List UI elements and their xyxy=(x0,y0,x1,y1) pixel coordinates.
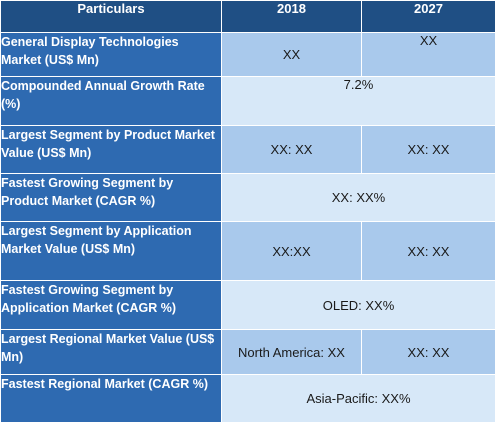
value-2018: XX:XX xyxy=(221,221,362,282)
value-merged: OLED: XX% xyxy=(221,280,495,331)
value-2027: XX: XX xyxy=(361,221,495,282)
value-2027: XX: XX xyxy=(361,125,495,175)
value-2018: XX xyxy=(221,31,362,78)
header-year-2018: 2018 xyxy=(221,0,362,33)
value-merged: Asia-Pacific: XX% xyxy=(221,374,495,423)
row-label: Largest Segment by Product Market Value … xyxy=(0,125,222,175)
header-particulars: Particulars xyxy=(0,0,222,33)
value-2027: XX xyxy=(361,31,495,78)
table-row: Fastest Growing Segment by Product Marke… xyxy=(0,173,495,223)
row-label: Fastest Regional Market (CAGR %) xyxy=(0,374,222,423)
table-row: Compounded Annual Growth Rate (%) 7.2% xyxy=(0,76,495,127)
table-row: Largest Segment by Application Market Va… xyxy=(0,221,495,282)
table-row: Largest Regional Market Value (US$ Mn) N… xyxy=(0,329,495,376)
value-2018: North America: XX xyxy=(221,329,362,376)
row-label: Fastest Growing Segment by Product Marke… xyxy=(0,173,222,223)
value-2018: XX: XX xyxy=(221,125,362,175)
value-merged: 7.2% xyxy=(221,76,495,127)
table-row: Fastest Regional Market (CAGR %) Asia-Pa… xyxy=(0,374,495,423)
row-label: Compounded Annual Growth Rate (%) xyxy=(0,76,222,127)
row-label: Fastest Growing Segment by Application M… xyxy=(0,280,222,331)
value-merged: XX: XX% xyxy=(221,173,495,223)
header-row: Particulars 2018 2027 xyxy=(0,0,495,33)
row-label: Largest Regional Market Value (US$ Mn) xyxy=(0,329,222,376)
table-row: Fastest Growing Segment by Application M… xyxy=(0,280,495,331)
header-year-2027: 2027 xyxy=(361,0,495,33)
value-2027: XX: XX xyxy=(361,329,495,376)
table-row: General Display Technologies Market (US$… xyxy=(0,31,495,78)
table-row: Largest Segment by Product Market Value … xyxy=(0,125,495,175)
row-label: General Display Technologies Market (US$… xyxy=(0,31,222,78)
row-label: Largest Segment by Application Market Va… xyxy=(0,221,222,282)
